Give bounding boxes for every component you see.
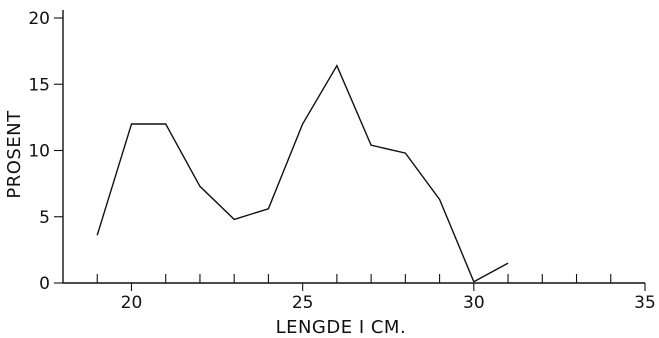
series-group <box>96 64 509 283</box>
x-tick-label: 30 <box>463 293 485 313</box>
x-axis-label: LENGDE I CM. <box>276 317 407 338</box>
y-tick-label: 20 <box>28 9 50 29</box>
y-axis-ticks: 0 5 10 15 20 <box>28 9 63 294</box>
x-tick-label: 35 <box>634 293 656 313</box>
series-line <box>96 64 475 282</box>
y-tick-label: 5 <box>39 208 50 228</box>
x-tick-label: 20 <box>121 293 143 313</box>
x-tick-label: 25 <box>292 293 314 313</box>
series-line <box>473 262 509 283</box>
y-tick-label: 10 <box>28 142 50 162</box>
axes <box>62 10 645 284</box>
y-tick-label: 0 <box>39 274 50 294</box>
x-axis-ticks: 20 25 30 35 <box>96 274 656 313</box>
y-axis-label: PROSENT <box>4 110 25 199</box>
y-tick-label: 15 <box>28 75 50 95</box>
